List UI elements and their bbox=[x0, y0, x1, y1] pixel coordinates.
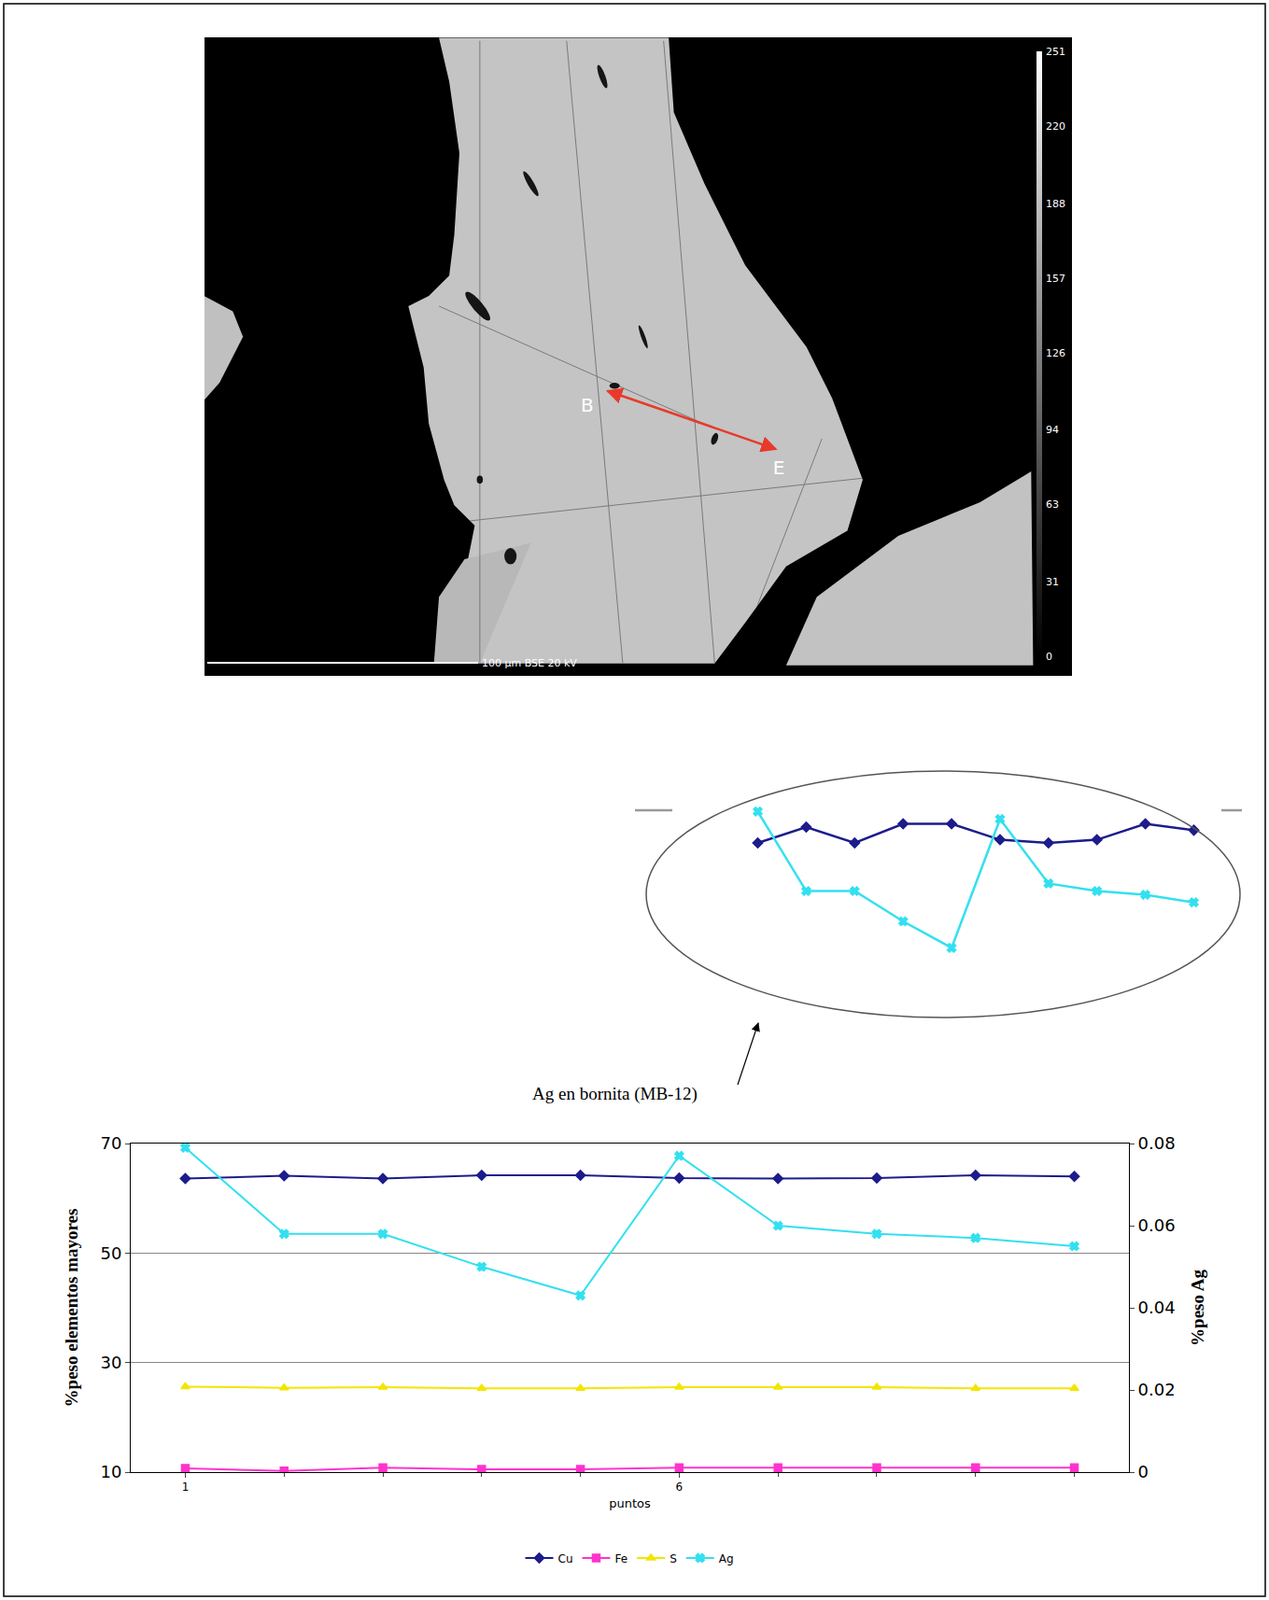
svg-text:%peso elementos mayores: %peso elementos mayores bbox=[61, 1209, 82, 1409]
svg-text:Cu: Cu bbox=[558, 1552, 574, 1566]
svg-text:Ag: Ag bbox=[719, 1552, 734, 1566]
svg-text:63: 63 bbox=[1045, 498, 1059, 511]
svg-text:Ag en bornita (MB-12): Ag en bornita (MB-12) bbox=[532, 1084, 698, 1105]
svg-text:251: 251 bbox=[1045, 45, 1066, 58]
svg-text:0: 0 bbox=[1138, 1462, 1149, 1482]
svg-text:70: 70 bbox=[99, 1133, 122, 1154]
svg-text:B: B bbox=[580, 394, 594, 417]
svg-text:31: 31 bbox=[1045, 576, 1059, 589]
svg-text:S: S bbox=[669, 1552, 677, 1566]
svg-text:0.08: 0.08 bbox=[1138, 1133, 1176, 1154]
svg-text:94: 94 bbox=[1045, 423, 1059, 437]
svg-text:126: 126 bbox=[1045, 347, 1066, 360]
svg-text:157: 157 bbox=[1045, 272, 1066, 285]
svg-text:puntos: puntos bbox=[608, 1496, 651, 1511]
svg-text:0: 0 bbox=[1045, 650, 1053, 663]
svg-text:0.02: 0.02 bbox=[1138, 1380, 1176, 1400]
svg-text:100 µm BSE 20 kV: 100 µm BSE 20 kV bbox=[481, 657, 578, 670]
svg-text:1: 1 bbox=[182, 1480, 190, 1495]
svg-text:188: 188 bbox=[1045, 197, 1066, 211]
svg-text:220: 220 bbox=[1045, 120, 1066, 133]
svg-text:50: 50 bbox=[99, 1243, 122, 1264]
svg-text:6: 6 bbox=[676, 1480, 684, 1495]
svg-text:Fe: Fe bbox=[614, 1552, 628, 1566]
svg-text:E: E bbox=[773, 456, 786, 480]
svg-text:0.06: 0.06 bbox=[1138, 1215, 1176, 1236]
svg-text:30: 30 bbox=[99, 1353, 122, 1373]
svg-text:%peso Ag: %peso Ag bbox=[1187, 1269, 1208, 1347]
svg-text:10: 10 bbox=[99, 1462, 122, 1482]
svg-text:0.04: 0.04 bbox=[1138, 1297, 1176, 1318]
